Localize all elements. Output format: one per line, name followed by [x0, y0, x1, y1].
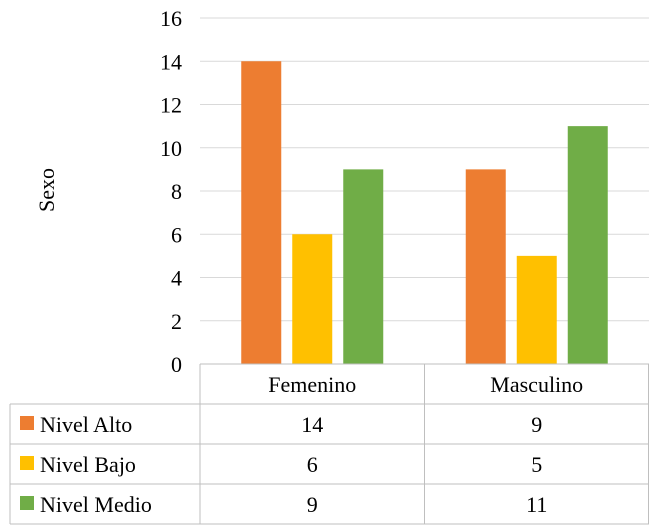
table-cell-value: 9: [531, 412, 542, 437]
table-cell-value: 9: [307, 492, 318, 517]
y-tick-label: 8: [171, 179, 182, 204]
y-tick-label: 4: [171, 266, 182, 291]
y-tick-label: 14: [160, 49, 182, 74]
bars: [241, 61, 608, 364]
y-axis-label: Sexo: [34, 168, 59, 212]
table-cell-value: 6: [307, 452, 318, 477]
legend-swatch: [20, 496, 34, 510]
bar-nivel-medio-masculino: [567, 126, 608, 364]
y-axis-ticks: 0 2 4 6 8 10 12 14 16: [160, 6, 182, 377]
y-tick-label: 10: [160, 136, 182, 161]
y-tick-label: 0: [171, 352, 182, 377]
y-tick-label: 6: [171, 222, 182, 247]
y-tick-label: 12: [160, 93, 182, 118]
y-tick-label: 16: [160, 6, 182, 31]
table-cell-value: 14: [301, 412, 323, 437]
table-cell-value: 11: [526, 492, 547, 517]
bar-nivel-bajo-masculino: [516, 255, 557, 364]
legend-swatch: [20, 416, 34, 430]
legend-series-name: Nivel Bajo: [40, 452, 136, 477]
category-label: Masculino: [490, 372, 583, 397]
data-table: Femenino Masculino Nivel Alto 14 9 Nivel Bajo…: [9, 363, 649, 525]
legend-series-name: Nivel Medio: [40, 492, 152, 517]
bar-nivel-alto-masculino: [465, 169, 506, 364]
bar-nivel-bajo-femenino: [292, 234, 333, 364]
table-cell-value: 5: [531, 452, 542, 477]
legend-series-name: Nivel Alto: [40, 412, 132, 437]
bar-nivel-medio-femenino: [343, 169, 384, 364]
legend-swatch: [20, 456, 34, 470]
y-tick-label: 2: [171, 309, 182, 334]
bar-nivel-alto-femenino: [241, 61, 282, 364]
category-label: Femenino: [268, 372, 356, 397]
